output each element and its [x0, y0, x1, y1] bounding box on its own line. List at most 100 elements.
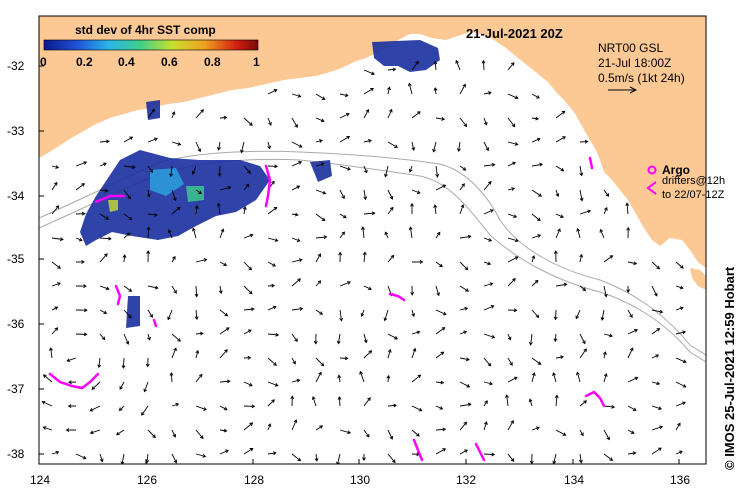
- current-vector: [51, 237, 63, 240]
- current-vector-head: [510, 62, 515, 66]
- current-vector: [337, 333, 341, 344]
- current-vector-head: [200, 331, 204, 336]
- current-vector: [579, 348, 587, 359]
- current-vector-head: [290, 395, 295, 400]
- current-vector: [315, 453, 318, 461]
- current-vector-head: [484, 400, 488, 404]
- current-vector-head: [272, 263, 276, 267]
- current-vector: [315, 139, 323, 143]
- current-vector: [51, 282, 61, 287]
- current-vector-head: [169, 372, 174, 376]
- current-vector: [51, 451, 59, 455]
- current-vector-head: [121, 365, 126, 369]
- current-vector: [339, 136, 350, 143]
- colorbar-label: std dev of 4hr SST comp: [75, 23, 216, 37]
- current-vector-head: [442, 448, 447, 452]
- current-vector-head: [467, 402, 472, 407]
- current-vector-head: [128, 216, 133, 221]
- current-vector-head: [176, 206, 181, 211]
- current-vector-head: [440, 380, 445, 385]
- current-vector: [291, 259, 303, 263]
- current-vector: [291, 93, 301, 97]
- current-vector: [554, 333, 557, 342]
- current-vector-head: [268, 122, 272, 126]
- current-vector: [435, 285, 440, 296]
- current-vector-head: [491, 162, 496, 167]
- current-vector-head: [603, 373, 608, 377]
- current-vector-head: [105, 216, 110, 220]
- current-vector-head: [363, 339, 368, 344]
- current-vector: [603, 189, 609, 197]
- current-vector-head: [656, 381, 661, 386]
- current-vector: [603, 373, 607, 383]
- current-vector-head: [535, 314, 540, 319]
- current-vector: [507, 162, 516, 167]
- current-vector: [75, 183, 85, 191]
- current-vector-head: [483, 121, 488, 126]
- current-vector: [531, 93, 540, 99]
- current-vector-head: [513, 308, 518, 313]
- current-vector: [339, 281, 351, 287]
- current-vector-head: [197, 148, 202, 153]
- current-vector-head: [127, 195, 132, 200]
- x-tick-label: 130: [350, 473, 370, 487]
- current-vector: [387, 109, 393, 119]
- current-vector: [579, 429, 584, 436]
- current-vector: [315, 163, 324, 167]
- current-vector-head: [347, 281, 351, 285]
- current-vector-head: [579, 253, 584, 258]
- current-vector: [434, 87, 437, 95]
- current-vector: [171, 141, 181, 146]
- current-vector: [217, 203, 221, 215]
- current-vector-head: [81, 211, 86, 216]
- current-vector-head: [149, 314, 153, 318]
- current-vector: [171, 453, 177, 463]
- current-vector-head: [511, 187, 516, 191]
- current-vector: [576, 372, 581, 383]
- current-vector-head: [392, 459, 396, 464]
- current-vector-head: [345, 112, 350, 117]
- current-vector-head: [347, 430, 352, 435]
- current-vector: [147, 108, 155, 119]
- current-vector: [339, 213, 347, 219]
- current-vector-head: [104, 253, 108, 257]
- current-vector-head: [387, 86, 391, 91]
- plot-frame: [38, 15, 707, 465]
- current-vector: [675, 307, 684, 311]
- current-vector-head: [105, 286, 110, 291]
- current-vector: [141, 405, 149, 416]
- current-vector: [434, 61, 437, 71]
- current-vector: [363, 397, 371, 407]
- current-vector: [579, 453, 582, 463]
- current-vector: [337, 453, 341, 464]
- current-vector-head: [194, 205, 199, 209]
- current-vector-head: [49, 347, 53, 351]
- current-vector: [339, 231, 345, 239]
- current-vector: [90, 429, 101, 434]
- current-vector: [119, 381, 125, 390]
- current-vector-head: [467, 234, 472, 239]
- current-vector: [219, 449, 229, 455]
- current-vector: [315, 309, 323, 315]
- current-vector: [651, 381, 660, 385]
- current-vector-head: [171, 111, 176, 115]
- current-vector-head: [293, 419, 298, 424]
- current-vector: [291, 278, 301, 287]
- current-vector: [387, 68, 396, 71]
- current-vector: [219, 165, 221, 176]
- current-vector-head: [249, 422, 254, 427]
- current-vector: [483, 357, 491, 367]
- current-vector-head: [317, 280, 322, 284]
- current-vector: [240, 141, 245, 153]
- current-vector-head: [273, 89, 278, 93]
- current-vector: [579, 285, 586, 291]
- current-vector: [384, 232, 389, 239]
- current-vector: [483, 117, 488, 125]
- current-vector-head: [344, 93, 349, 98]
- current-vector: [507, 278, 516, 287]
- current-vector-head: [154, 137, 158, 142]
- current-vector: [291, 308, 303, 311]
- current-vector-head: [177, 142, 182, 146]
- current-vector: [603, 255, 613, 263]
- current-vector-head: [108, 236, 112, 241]
